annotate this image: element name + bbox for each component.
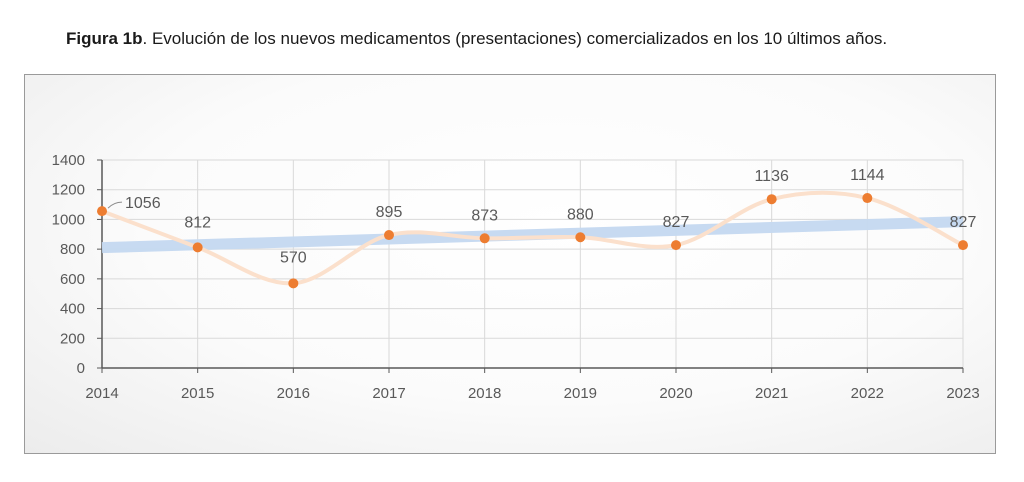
trendline [101,216,964,254]
y-tick-label: 800 [60,241,85,258]
x-tick-label: 2017 [372,385,405,402]
data-point [288,278,299,289]
data-point [479,233,490,244]
x-tick-label: 2018 [468,385,501,402]
data-point [97,206,107,217]
y-tick-label: 1400 [52,152,85,169]
data-label: 827 [950,214,977,231]
data-point [671,240,681,251]
data-label-leader [107,201,123,209]
x-tick-label: 2019 [564,385,597,402]
figure-caption: Figura 1b. Evolución de los nuevos medic… [66,29,887,49]
data-label: 880 [567,206,594,223]
figure-number: Figura 1b [66,29,143,48]
series-line [101,190,964,286]
y-tick-label: 1000 [52,211,85,228]
x-tick-label: 2016 [277,385,310,402]
x-tick-label: 2022 [851,385,884,402]
data-label: 895 [376,204,403,221]
data-point [862,193,873,204]
y-tick-label: 200 [60,330,85,347]
figure-title: . Evolución de los nuevos medicamentos (… [142,29,888,48]
y-tick-label: 600 [60,271,85,288]
data-label: 812 [184,214,211,231]
data-point [575,232,586,243]
data-point [384,230,394,241]
data-label: 1144 [850,167,885,184]
data-label: 827 [663,214,690,231]
x-tick-label: 2023 [946,385,979,402]
x-tick-label: 2021 [755,385,788,402]
x-tick-label: 2014 [85,385,118,402]
data-point [192,242,203,253]
data-point [766,194,777,205]
x-tick-label: 2015 [181,385,214,402]
y-tick-label: 400 [60,301,85,318]
data-point [958,240,968,251]
data-label: 1056 [125,195,161,212]
y-tick-label: 0 [77,360,85,377]
chart-area [24,74,996,454]
data-label: 1136 [754,168,789,185]
data-label: 570 [280,249,307,266]
data-label: 873 [471,207,498,224]
x-tick-label: 2020 [659,385,692,402]
y-tick-label: 1200 [52,182,85,199]
